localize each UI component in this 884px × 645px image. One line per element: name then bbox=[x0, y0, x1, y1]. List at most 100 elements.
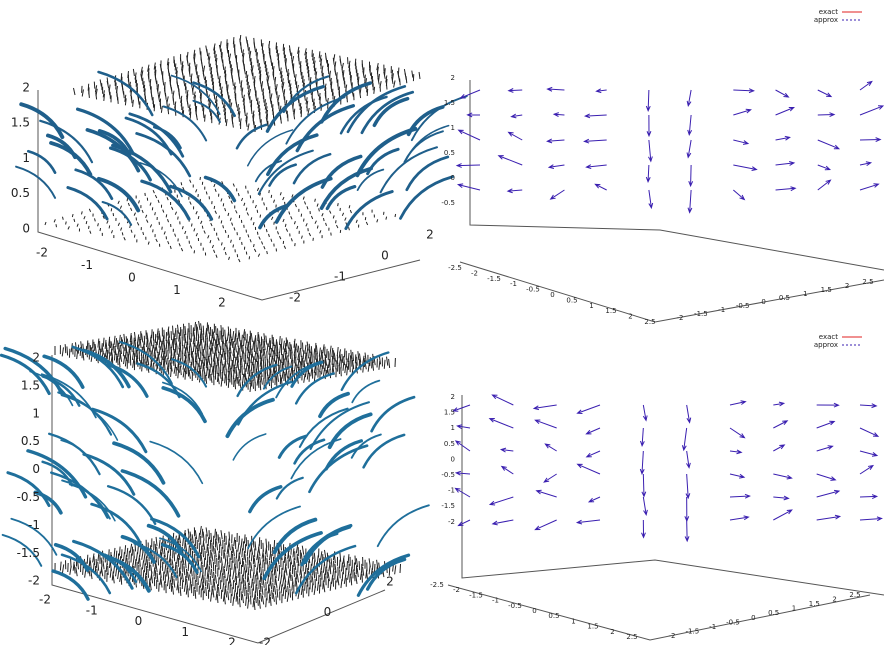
plane-glyph bbox=[230, 218, 231, 221]
plane-glyph bbox=[220, 370, 221, 379]
y-tick-label: -1.5 bbox=[694, 310, 708, 318]
streamline bbox=[407, 157, 448, 190]
plane-glyph bbox=[325, 354, 326, 363]
x-tick-label: 1 bbox=[589, 302, 593, 310]
plane-glyph bbox=[263, 88, 264, 95]
plane-glyph bbox=[288, 586, 289, 595]
plane-glyph bbox=[143, 570, 144, 579]
arrow bbox=[860, 404, 876, 408]
plane-glyph bbox=[286, 58, 287, 65]
plane-glyph bbox=[251, 333, 252, 342]
z-tick-label: 0 bbox=[451, 174, 455, 182]
plane-glyph bbox=[212, 552, 213, 561]
plane-glyph bbox=[253, 356, 254, 365]
x-tick-label: -1.5 bbox=[469, 591, 483, 599]
plane-glyph bbox=[309, 233, 310, 236]
plane-glyph bbox=[95, 344, 96, 353]
plane-glyph bbox=[118, 201, 119, 204]
plane-glyph bbox=[317, 204, 318, 207]
plane-glyph bbox=[142, 333, 143, 342]
plane-glyph bbox=[76, 567, 77, 576]
plane-glyph bbox=[264, 378, 265, 387]
plane-glyph bbox=[208, 369, 209, 378]
plane-glyph bbox=[213, 337, 214, 346]
plane-glyph bbox=[359, 561, 360, 570]
plane-glyph bbox=[257, 587, 258, 596]
plane-glyph bbox=[259, 600, 260, 609]
plane-glyph bbox=[278, 357, 279, 366]
arrow bbox=[687, 405, 691, 423]
plane-glyph bbox=[190, 180, 191, 183]
plane-glyph bbox=[265, 372, 266, 381]
plane-glyph bbox=[103, 560, 104, 569]
plane-glyph bbox=[240, 372, 241, 381]
plane-glyph bbox=[89, 209, 90, 212]
plane-glyph bbox=[214, 250, 215, 253]
plane-glyph bbox=[229, 575, 230, 584]
x-tick-label: 1.5 bbox=[605, 307, 616, 315]
arrow bbox=[534, 405, 557, 410]
plane-glyph bbox=[215, 339, 216, 348]
plane-glyph bbox=[121, 549, 122, 558]
plane-glyph bbox=[386, 217, 387, 220]
x-tick-label: 2 bbox=[610, 628, 614, 636]
arrow bbox=[502, 466, 514, 474]
plane-glyph bbox=[216, 255, 217, 258]
plane-glyph bbox=[81, 211, 82, 214]
plane-glyph bbox=[156, 537, 157, 546]
plane-glyph bbox=[259, 63, 260, 70]
plane-glyph bbox=[237, 595, 238, 604]
arrow bbox=[490, 419, 514, 428]
plane-glyph bbox=[213, 545, 214, 554]
plane-glyph bbox=[229, 565, 230, 574]
plane-glyph bbox=[147, 356, 148, 365]
plane-glyph bbox=[223, 225, 224, 228]
plane-glyph bbox=[250, 383, 251, 392]
plane-glyph bbox=[224, 569, 225, 578]
plane-glyph bbox=[198, 216, 199, 219]
y-tick-label: -2 bbox=[677, 314, 684, 322]
plane-glyph bbox=[109, 352, 110, 361]
arrow bbox=[457, 164, 480, 168]
plane-glyph bbox=[253, 598, 254, 607]
x-tick-label: 2 bbox=[228, 636, 236, 645]
plane-glyph bbox=[348, 554, 349, 563]
plane-glyph bbox=[121, 576, 122, 585]
plane-glyph bbox=[325, 362, 326, 371]
plane-glyph bbox=[303, 197, 304, 200]
z-tick-label: 0 bbox=[22, 221, 30, 235]
plane-glyph bbox=[173, 333, 174, 342]
arrow bbox=[509, 132, 523, 140]
plane-glyph bbox=[292, 56, 293, 63]
plane-glyph bbox=[126, 555, 127, 564]
plane-glyph bbox=[292, 194, 293, 197]
plane-glyph bbox=[164, 361, 165, 370]
plane-glyph bbox=[266, 598, 267, 607]
plane-glyph bbox=[206, 375, 207, 384]
x-tick-label: -0.5 bbox=[508, 602, 522, 610]
plane-glyph bbox=[380, 81, 381, 88]
figure-canvas: 21.510.50-2-101220-1-221.510.50-0.5-2.5-… bbox=[0, 0, 884, 645]
plane-glyph bbox=[329, 71, 330, 78]
plane-glyph bbox=[323, 218, 324, 221]
plane-glyph bbox=[172, 576, 173, 585]
plane-glyph bbox=[100, 228, 101, 231]
plane-glyph bbox=[218, 238, 219, 241]
plane-glyph bbox=[244, 360, 245, 369]
x-tick-label: 2 bbox=[628, 313, 632, 321]
plane-glyph bbox=[211, 374, 212, 383]
plane-glyph bbox=[175, 234, 176, 237]
plane-glyph bbox=[314, 348, 315, 357]
plane-glyph bbox=[95, 218, 96, 221]
plane-glyph bbox=[175, 63, 176, 70]
x-tick-label: 1 bbox=[571, 617, 575, 625]
plane-glyph bbox=[120, 206, 121, 209]
arrow bbox=[818, 165, 830, 170]
arrow bbox=[776, 90, 789, 97]
plane-glyph bbox=[242, 366, 243, 375]
plane-glyph bbox=[187, 572, 188, 581]
streamline bbox=[268, 135, 317, 174]
plane-glyph bbox=[271, 348, 272, 357]
arrow bbox=[818, 140, 839, 149]
x-tick-label: 0 bbox=[550, 291, 554, 299]
